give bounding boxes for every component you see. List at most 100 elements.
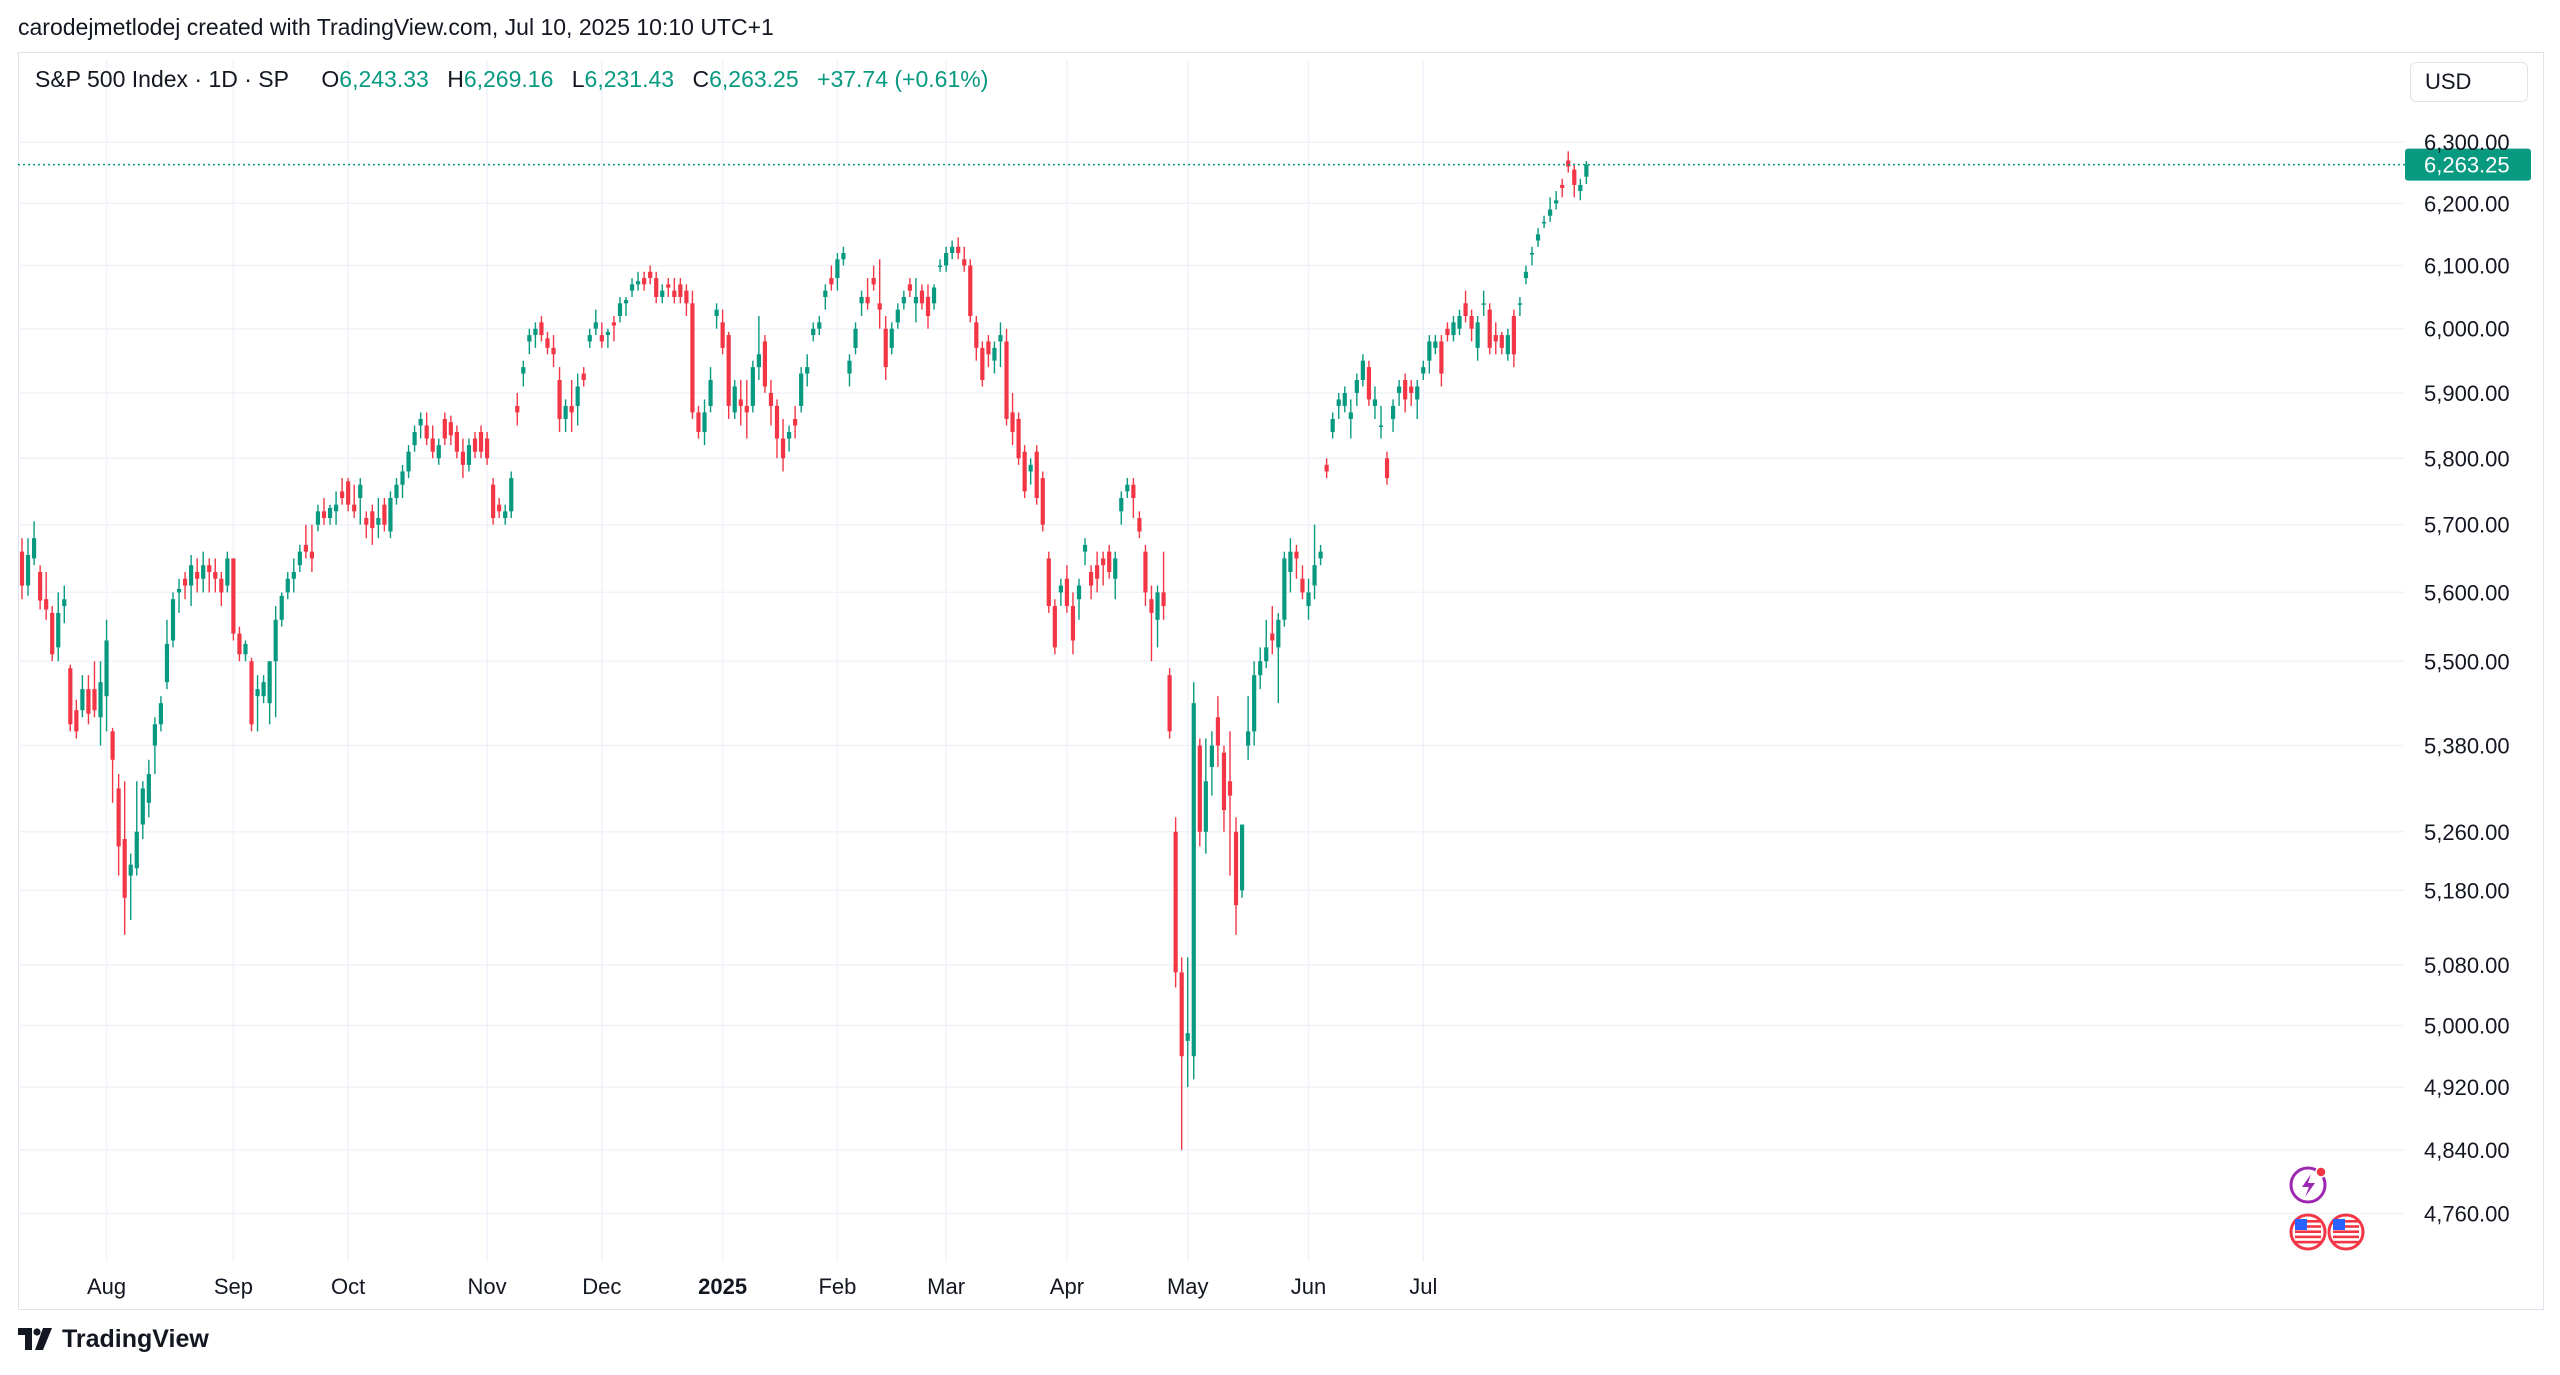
candle-body <box>811 328 816 336</box>
candle-body <box>913 296 919 304</box>
candle <box>1252 661 1257 746</box>
time-tick-label: Nov <box>468 1274 507 1299</box>
candle-body <box>56 612 61 648</box>
candle-body <box>412 432 417 446</box>
candle-body <box>1028 464 1033 472</box>
flag-stripe <box>2295 1230 2321 1233</box>
candle <box>297 544 302 572</box>
tradingview-brand[interactable]: TradingView <box>18 1322 209 1356</box>
candle-body <box>484 438 490 459</box>
candle <box>279 592 284 627</box>
candle <box>92 661 97 718</box>
candle <box>273 606 278 718</box>
candle-body <box>786 432 792 439</box>
price-axis[interactable]: 4,760.00 4,840.00 4,920.00 5,000.00 5,080.00… <box>2424 130 2510 1226</box>
candle-body <box>1566 160 1571 167</box>
candle <box>1113 551 1118 600</box>
candle-body <box>1010 412 1015 433</box>
flag-stripe <box>2295 1240 2321 1244</box>
candle-body <box>901 296 906 304</box>
candle-body <box>1034 451 1039 499</box>
candle <box>1233 817 1239 935</box>
candle <box>134 781 139 876</box>
candle <box>871 265 876 291</box>
candle-body <box>1246 731 1251 746</box>
candle <box>1372 386 1378 419</box>
time-axis[interactable]: Aug Sep Oct Nov Dec 2025 Feb Mar Apr May Jun Jul <box>87 1274 1437 1299</box>
legend-symbol-title[interactable]: S&P 500 Index · 1D · SP <box>35 66 289 92</box>
flag-stripe <box>2295 1235 2321 1239</box>
candle-body <box>774 405 780 439</box>
candle <box>635 271 641 291</box>
candle <box>1076 578 1082 620</box>
candle-body <box>1505 335 1510 355</box>
candle <box>611 315 617 342</box>
candle <box>1397 380 1402 406</box>
candle <box>1566 151 1571 173</box>
candle <box>255 675 260 732</box>
candle <box>992 341 997 374</box>
candle <box>1197 738 1202 847</box>
candle-body <box>1475 322 1480 348</box>
candle-body <box>1288 551 1293 572</box>
candle-body <box>1312 565 1317 586</box>
candle-body <box>611 322 617 326</box>
candle <box>400 464 405 499</box>
chart-frame[interactable] <box>18 52 2544 1310</box>
candle <box>1511 309 1516 368</box>
candle-body <box>406 451 411 472</box>
candle-body <box>593 322 598 329</box>
candle-body <box>980 347 985 381</box>
candle-body <box>1421 367 1426 374</box>
candle-body <box>557 380 562 419</box>
candle-body <box>1457 315 1462 329</box>
candle-body <box>642 278 647 285</box>
candle-body <box>454 432 459 452</box>
candle <box>56 592 61 662</box>
candle <box>1276 612 1281 704</box>
time-tick-label: Mar <box>927 1274 965 1299</box>
candle <box>1517 296 1523 316</box>
candle-body <box>243 643 248 655</box>
candle-body <box>31 538 37 559</box>
candle-body <box>956 246 961 254</box>
candle <box>605 328 610 348</box>
candle <box>1179 957 1184 1150</box>
candle <box>889 322 894 355</box>
candle <box>1064 565 1070 613</box>
candle <box>1016 412 1021 465</box>
candle <box>1264 619 1269 669</box>
candle-body <box>1300 578 1305 593</box>
candle <box>1155 585 1160 648</box>
candle-body <box>255 689 260 697</box>
flag-stripe <box>2333 1240 2359 1244</box>
candle <box>1560 178 1565 198</box>
candle-body <box>907 284 912 291</box>
candle-body <box>919 290 925 304</box>
candle-body <box>122 839 127 898</box>
candle <box>913 278 919 323</box>
candle-body <box>62 599 67 607</box>
candle-body <box>1107 551 1112 572</box>
candle <box>213 558 218 593</box>
candle-body <box>1022 451 1027 492</box>
candle <box>1125 478 1130 499</box>
candle-body <box>1445 328 1450 336</box>
candle <box>1541 215 1547 229</box>
candle <box>1384 451 1390 485</box>
candle <box>1070 592 1076 655</box>
currency-selector[interactable]: USD <box>2410 62 2528 102</box>
candle <box>666 278 671 297</box>
candle-body <box>146 774 151 803</box>
candle <box>285 571 290 600</box>
event-badges <box>2289 1166 2365 1251</box>
candle-body <box>599 335 604 342</box>
candle <box>1173 817 1178 988</box>
candle <box>1101 551 1106 586</box>
candle <box>44 571 49 620</box>
candle <box>629 278 635 297</box>
candle <box>895 303 900 329</box>
candle-body <box>726 335 731 406</box>
candle <box>762 335 768 393</box>
